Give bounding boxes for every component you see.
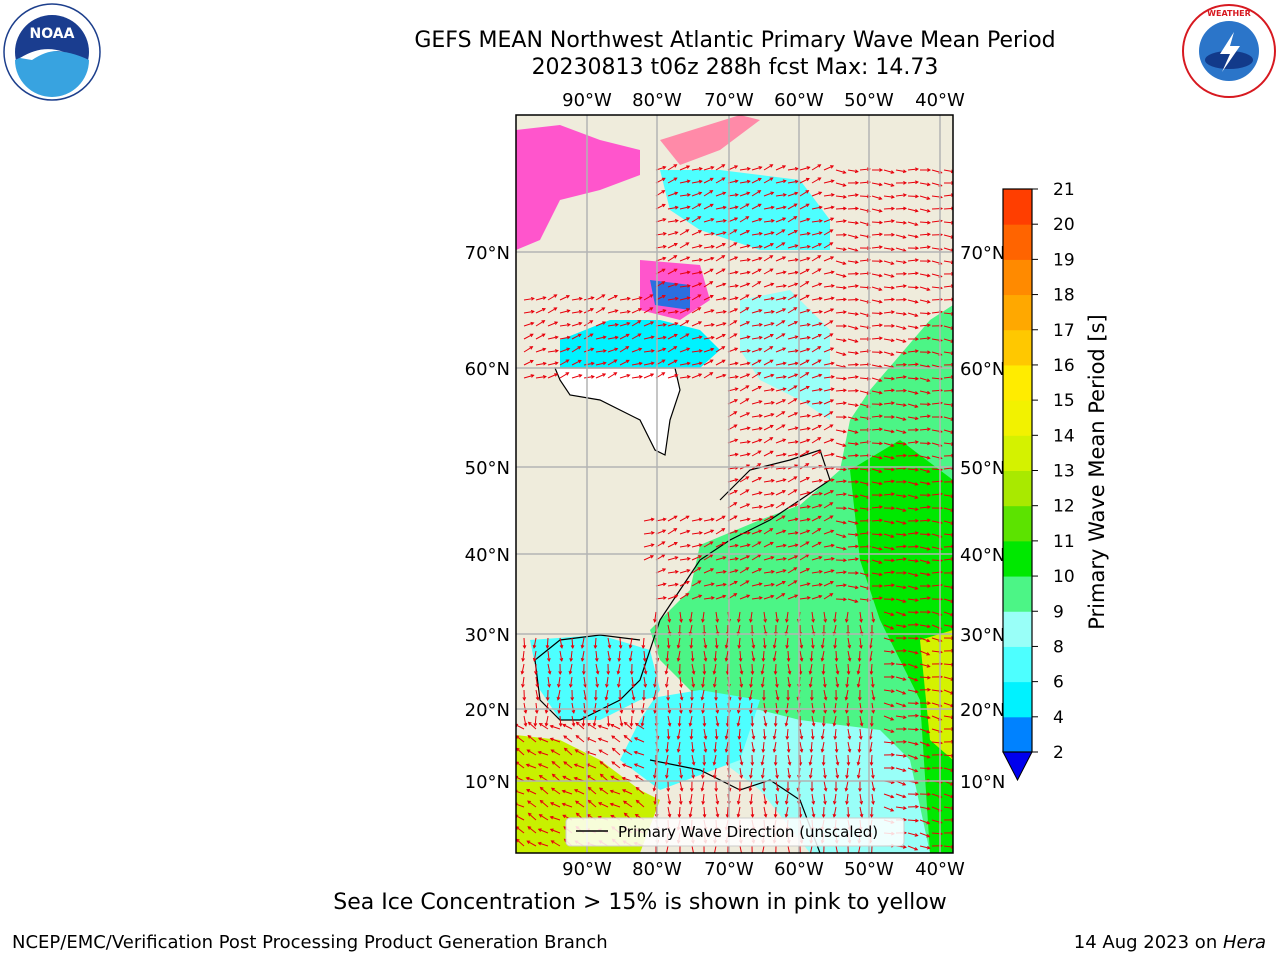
colorbar-tick-label: 9 <box>1053 602 1064 622</box>
colorbar-tick-label: 2 <box>1053 743 1064 763</box>
colorbar-segment <box>1003 541 1032 577</box>
colorbar-segment <box>1003 400 1032 436</box>
lat-label-right: 60°N <box>960 359 1005 380</box>
colorbar-tick-label: 10 <box>1053 567 1075 587</box>
lat-label-right: 10°N <box>960 772 1005 793</box>
colorbar-segment <box>1003 224 1032 260</box>
footer-organization: NCEP/EMC/Verification Post Processing Pr… <box>12 932 608 953</box>
colorbar-tick-label: 19 <box>1053 250 1075 270</box>
latitude-labels-right: 70°N 60°N 50°N 40°N 30°N 20°N 10°N <box>960 243 1005 793</box>
colorbar-tick-label: 13 <box>1053 462 1075 482</box>
longitude-labels-top: 90°W 80°W 70°W 60°W 50°W 40°W <box>562 90 965 111</box>
colorbar-segment <box>1003 435 1032 471</box>
latitude-labels-left: 70°N 60°N 50°N 40°N 30°N 20°N 10°N <box>465 243 510 793</box>
colorbar-segment <box>1003 611 1032 647</box>
footer-date-text: 14 Aug 2023 on <box>1074 932 1223 953</box>
footer-machine: Hera <box>1223 932 1266 953</box>
colorbar-segment <box>1003 646 1032 682</box>
colorbar-segment <box>1003 576 1032 612</box>
lon-label-top: 80°W <box>632 90 682 111</box>
longitude-labels-bottom: 90°W 80°W 70°W 60°W 50°W 40°W <box>562 859 965 880</box>
lon-label-top: 70°W <box>704 90 754 111</box>
colorbar-segment <box>1003 506 1032 542</box>
lon-label-top: 60°W <box>774 90 824 111</box>
lat-label-right: 40°N <box>960 545 1005 566</box>
lat-label-left: 40°N <box>465 545 510 566</box>
colorbar-tick-label: 4 <box>1053 708 1064 728</box>
colorbar-tick-label: 15 <box>1053 391 1075 411</box>
colorbar-segment <box>1003 189 1032 225</box>
lon-label-bottom: 60°W <box>774 859 824 880</box>
lat-label-left: 30°N <box>465 625 510 646</box>
colorbar-tick-label: 11 <box>1053 532 1075 552</box>
colorbar-segment <box>1003 471 1032 507</box>
lat-label-right: 70°N <box>960 243 1005 264</box>
colorbar-segment <box>1003 717 1032 753</box>
colorbar-tick-label: 6 <box>1053 673 1064 693</box>
lat-label-left: 10°N <box>465 772 510 793</box>
lon-label-bottom: 90°W <box>562 859 612 880</box>
map-legend: Primary Wave Direction (unscaled) <box>566 818 904 846</box>
colorbar-tick-label: 8 <box>1053 637 1064 657</box>
footer-date: 14 Aug 2023 on Hera <box>1074 932 1266 953</box>
lon-label-bottom: 50°W <box>844 859 894 880</box>
colorbar-tick-label: 21 <box>1053 180 1075 200</box>
colorbar-tick-label: 17 <box>1053 321 1075 341</box>
colorbar-tick-label: 20 <box>1053 215 1075 235</box>
colorbar-tick-label: 18 <box>1053 286 1075 306</box>
colorbar-segment <box>1003 330 1032 366</box>
colorbar-tick-label: 12 <box>1053 497 1075 517</box>
lon-label-bottom: 40°W <box>915 859 965 880</box>
lon-label-bottom: 80°W <box>632 859 682 880</box>
colorbar-tick-label: 14 <box>1053 426 1075 446</box>
colorbar-segment <box>1003 365 1032 401</box>
lat-label-right: 30°N <box>960 625 1005 646</box>
wave-arrow-head <box>655 853 658 856</box>
lon-label-top: 50°W <box>844 90 894 111</box>
lon-label-top: 90°W <box>562 90 612 111</box>
colorbar-label: Primary Wave Mean Period [s] <box>1085 314 1109 630</box>
colorbar: 2 4 6 8 9 10 11 12 13 14 15 16 17 18 19 20 21 <box>1003 180 1075 780</box>
lat-label-right: 20°N <box>960 700 1005 721</box>
lat-label-left: 50°N <box>465 458 510 479</box>
colorbar-tick-label: 16 <box>1053 356 1075 376</box>
legend-label: Primary Wave Direction (unscaled) <box>618 823 878 841</box>
colorbar-segment <box>1003 295 1032 331</box>
sea-ice-note: Sea Ice Concentration > 15% is shown in … <box>0 890 1280 915</box>
lon-label-bottom: 70°W <box>704 859 754 880</box>
wave-arrow-head <box>679 853 682 856</box>
colorbar-extend-arrow <box>1003 752 1032 780</box>
lon-label-top: 40°W <box>915 90 965 111</box>
lat-label-right: 50°N <box>960 458 1005 479</box>
colorbar-segment <box>1003 682 1032 718</box>
lat-label-left: 20°N <box>465 700 510 721</box>
lat-label-left: 60°N <box>465 359 510 380</box>
colorbar-segment <box>1003 259 1032 295</box>
lat-label-left: 70°N <box>465 243 510 264</box>
